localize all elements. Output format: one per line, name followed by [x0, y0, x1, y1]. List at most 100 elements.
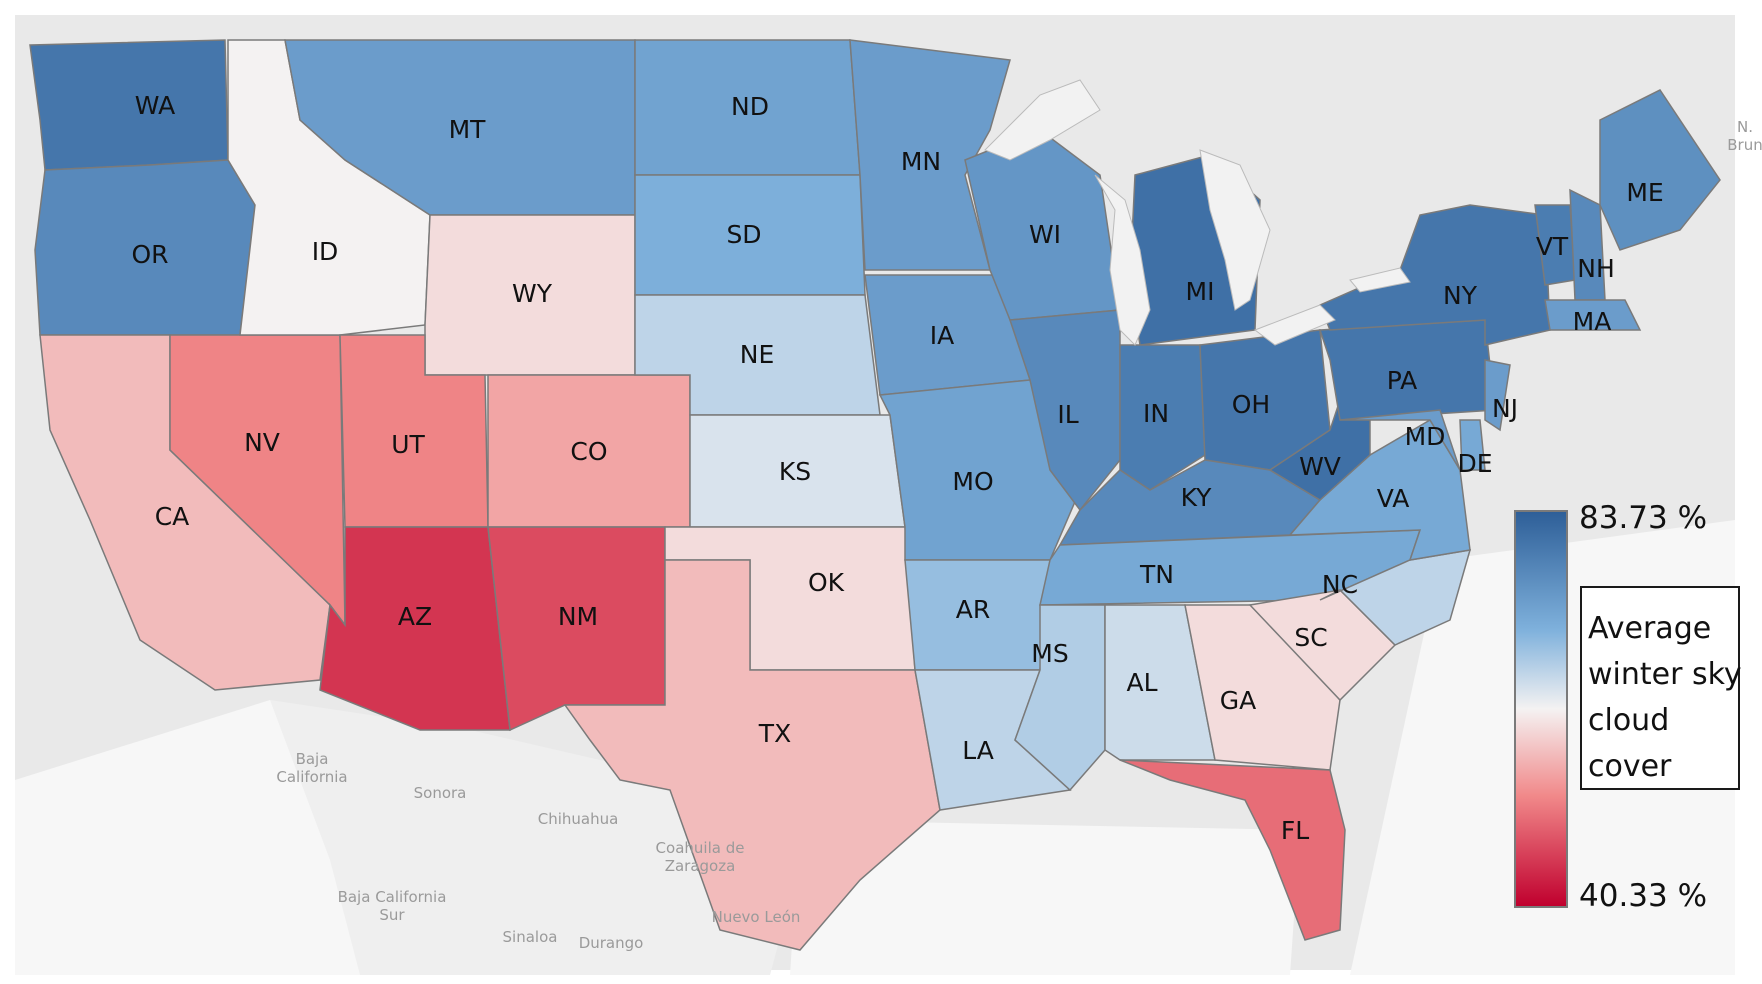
basemap-label-line: California	[276, 768, 347, 786]
state-md	[1339, 409, 1461, 471]
state-in	[1119, 344, 1206, 491]
state-label-in: IN	[1143, 399, 1169, 428]
state-label-wv: WV	[1299, 452, 1341, 481]
state-label-ia: IA	[930, 321, 954, 350]
state-label-id: ID	[312, 237, 339, 266]
state-label-tx: TX	[758, 719, 791, 748]
state-label-fl: FL	[1281, 816, 1309, 845]
state-label-ma: MA	[1573, 307, 1612, 336]
state-label-mt: MT	[449, 115, 487, 144]
state-labels: WA OR CA NV ID MT WY UT CO AZ NM ND SD NE KS OK TX MN IA MO…	[131, 91, 1663, 845]
state-label-ca: CA	[155, 502, 190, 531]
state-mn	[849, 39, 1011, 271]
basemap-label-line: Nuevo León	[712, 908, 801, 926]
state-fl	[1119, 759, 1346, 941]
great-lakes	[984, 79, 1411, 346]
lake-huron	[1199, 149, 1271, 311]
state-label-de: DE	[1457, 449, 1492, 478]
state-label-me: ME	[1626, 178, 1663, 207]
legend-title-line: winter sky	[1588, 657, 1742, 692]
legend-title-line: Average	[1588, 611, 1712, 646]
state-label-il: IL	[1057, 400, 1078, 429]
basemap-label-line: Sinaloa	[503, 928, 558, 946]
state-label-sd: SD	[726, 220, 761, 249]
basemap-label: Baja California Sur	[338, 888, 447, 924]
state-label-ar: AR	[956, 595, 990, 624]
legend-title-box: Average winter sky cloud cover	[1580, 586, 1742, 790]
pacific-water	[15, 700, 360, 975]
lake-erie	[1253, 304, 1336, 346]
state-label-ms: MS	[1031, 639, 1068, 668]
legend-title-line: cover	[1588, 749, 1672, 784]
state-label-or: OR	[131, 240, 168, 269]
state-label-ga: GA	[1220, 686, 1256, 715]
state-label-sc: SC	[1294, 623, 1327, 652]
state-label-nc: NC	[1322, 570, 1358, 599]
state-label-oh: OH	[1232, 390, 1270, 419]
basemap-label: Durango	[579, 934, 644, 952]
basemap-label-line: Zaragoza	[665, 857, 736, 875]
state-label-ny: NY	[1443, 281, 1478, 310]
basemap-label-line: Chihuahua	[538, 810, 619, 828]
basemap-label: Sinaloa	[503, 928, 558, 946]
lake-superior	[984, 79, 1101, 161]
state-label-pa: PA	[1387, 366, 1418, 395]
legend-title-line: cloud	[1588, 703, 1670, 738]
state-label-va: VA	[1377, 484, 1410, 513]
state-label-co: CO	[570, 437, 607, 466]
state-label-wa: WA	[135, 91, 175, 120]
basemap-label-line: Sonora	[414, 784, 467, 802]
basemap-label-line: Durango	[579, 934, 644, 952]
basemap-label: Baja California	[276, 750, 347, 786]
basemap-label-line: Brun	[1727, 136, 1762, 154]
state-ma	[1544, 299, 1642, 331]
state-label-nh: NH	[1577, 254, 1615, 283]
basemap-label: Nuevo León	[712, 908, 801, 926]
state-label-md: MD	[1405, 422, 1446, 451]
gulf-water	[790, 820, 1300, 975]
state-label-al: AL	[1126, 668, 1157, 697]
state-label-tn: TN	[1139, 560, 1174, 589]
state-label-wi: WI	[1029, 220, 1061, 249]
basemap-label: N. Brun	[1727, 118, 1762, 154]
legend-bar-frame	[1514, 510, 1568, 908]
lake-ontario	[1349, 267, 1411, 293]
state-label-vt: VT	[1536, 232, 1569, 261]
state-label-nj: NJ	[1492, 394, 1518, 423]
state-al	[1104, 604, 1216, 761]
state-label-la: LA	[962, 736, 994, 765]
state-label-wy: WY	[512, 279, 553, 308]
state-label-mo: MO	[952, 467, 993, 496]
state-de	[1459, 419, 1486, 471]
basemap-label-line: Baja California	[338, 888, 447, 906]
states-layer	[29, 39, 1721, 951]
state-label-nm: NM	[558, 602, 598, 631]
basemap-label-line: Sur	[379, 906, 405, 924]
state-wa	[29, 39, 229, 171]
basemap-label-line: Baja	[296, 750, 329, 768]
legend-color-bar	[1516, 512, 1566, 906]
basemap-labels: Baja California Sonora Chihuahua Coahuila de…	[276, 118, 1762, 952]
state-label-ut: UT	[391, 430, 425, 459]
state-label-mn: MN	[901, 147, 941, 176]
basemap-label: Sonora	[414, 784, 467, 802]
state-nj	[1484, 359, 1511, 432]
mexico-land	[270, 700, 790, 975]
basemap-label-line: Coahuila de	[656, 839, 745, 857]
state-label-az: AZ	[398, 602, 432, 631]
lake-michigan	[1094, 174, 1151, 346]
legend-max-label: 83.73 %	[1579, 500, 1708, 536]
basemap-label-line: N.	[1737, 118, 1753, 136]
legend-min-label: 40.33 %	[1579, 878, 1708, 914]
state-label-mi: MI	[1186, 277, 1215, 306]
state-label-nd: ND	[731, 92, 769, 121]
state-label-ok: OK	[808, 568, 845, 597]
state-label-ky: KY	[1181, 483, 1213, 512]
state-label-ks: KS	[779, 457, 811, 486]
state-ga	[1184, 604, 1341, 771]
state-me	[1599, 89, 1721, 251]
state-label-nv: NV	[244, 428, 280, 457]
state-nh	[1569, 188, 1606, 301]
